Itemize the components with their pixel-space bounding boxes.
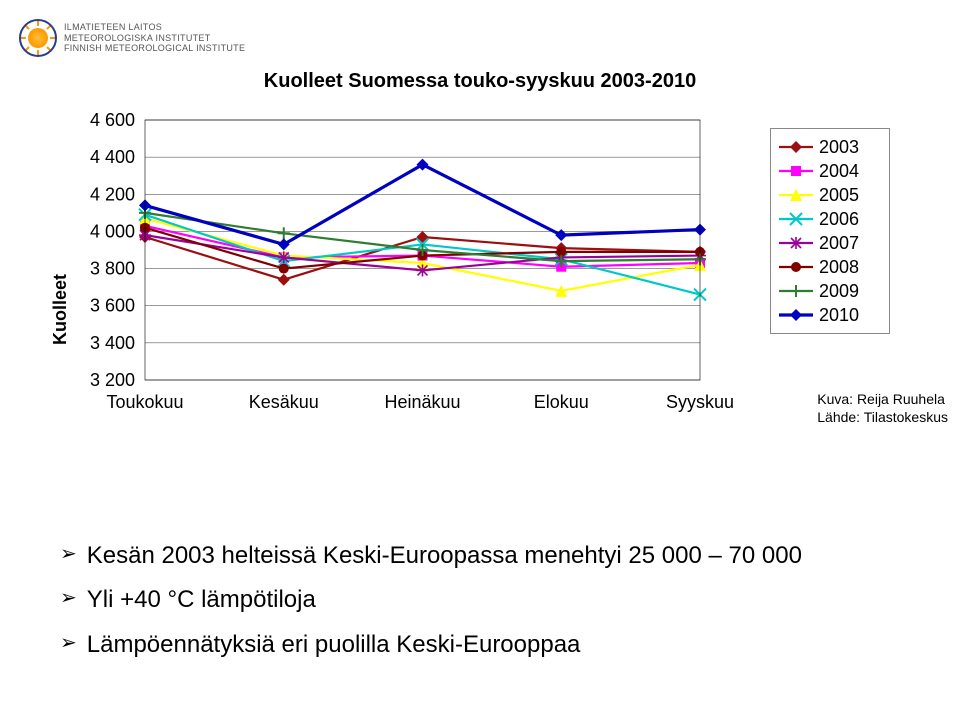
logo-text: ILMATIETEEN LAITOS METEOROLOGISKA INSTIT…	[64, 22, 245, 54]
svg-text:3 200: 3 200	[90, 370, 135, 390]
legend-swatch	[779, 257, 813, 277]
logo-sun-icon	[18, 18, 58, 58]
svg-text:3 600: 3 600	[90, 296, 135, 316]
legend-label: 2008	[819, 257, 859, 278]
bullet-text: Kesän 2003 helteissä Keski-Euroopassa me…	[87, 540, 802, 572]
svg-text:4 600: 4 600	[90, 110, 135, 130]
caption-line2: Lähde: Tilastokeskus	[817, 408, 948, 426]
bullet-item: ➢ Yli +40 °C lämpötiloja	[60, 584, 900, 616]
bullet-text: Lämpöennätyksiä eri puolilla Keski-Euroo…	[87, 629, 581, 661]
logo-text-line2: METEOROLOGISKA INSTITUTET	[64, 33, 245, 44]
legend-label: 2003	[819, 137, 859, 158]
bullet-arrow-icon: ➢	[60, 629, 77, 657]
legend-swatch	[779, 161, 813, 181]
legend-label: 2004	[819, 161, 859, 182]
bullet-arrow-icon: ➢	[60, 540, 77, 568]
svg-text:4 000: 4 000	[90, 221, 135, 241]
bullet-arrow-icon: ➢	[60, 584, 77, 612]
bullet-item: ➢ Lämpöennätyksiä eri puolilla Keski-Euro…	[60, 629, 900, 661]
logo-text-line1: ILMATIETEEN LAITOS	[64, 22, 245, 33]
org-logo: ILMATIETEEN LAITOS METEOROLOGISKA INSTIT…	[18, 18, 245, 58]
svg-text:3 800: 3 800	[90, 259, 135, 279]
legend-label: 2009	[819, 281, 859, 302]
svg-text:Kesäkuu: Kesäkuu	[249, 392, 319, 412]
logo-text-line3: FINNISH METEOROLOGICAL INSTITUTE	[64, 43, 245, 54]
legend-label: 2010	[819, 305, 859, 326]
chart-title: Kuolleet Suomessa touko-syyskuu 2003-201…	[0, 70, 960, 93]
legend-item: 2008	[779, 255, 881, 279]
legend-swatch	[779, 209, 813, 229]
legend-item: 2005	[779, 183, 881, 207]
svg-text:3 400: 3 400	[90, 333, 135, 353]
svg-text:4 400: 4 400	[90, 147, 135, 167]
legend-swatch	[779, 185, 813, 205]
legend-label: 2006	[819, 209, 859, 230]
y-axis-label: Kuolleet	[50, 274, 71, 345]
bullet-item: ➢ Kesän 2003 helteissä Keski-Euroopassa m…	[60, 540, 900, 572]
bullet-list: ➢ Kesän 2003 helteissä Keski-Euroopassa m…	[60, 540, 900, 673]
legend-item: 2010	[779, 303, 881, 327]
legend-item: 2004	[779, 159, 881, 183]
legend-swatch	[779, 281, 813, 301]
svg-text:Heinäkuu: Heinäkuu	[384, 392, 460, 412]
bullet-text: Yli +40 °C lämpötiloja	[87, 584, 316, 616]
chart-svg: 3 200 3 400 3 600 3 800 4 000 4 200 4 400 4 600…	[60, 110, 880, 430]
legend-item: 2007	[779, 231, 881, 255]
svg-text:4 200: 4 200	[90, 184, 135, 204]
legend-swatch	[779, 305, 813, 325]
chart-caption: Kuva: Reija Ruuhela Lähde: Tilastokeskus	[817, 390, 948, 426]
svg-text:Elokuu: Elokuu	[534, 392, 589, 412]
legend-swatch	[779, 233, 813, 253]
legend-label: 2005	[819, 185, 859, 206]
legend-label: 2007	[819, 233, 859, 254]
svg-text:Syyskuu: Syyskuu	[666, 392, 734, 412]
legend-item: 2006	[779, 207, 881, 231]
legend-item: 2003	[779, 135, 881, 159]
legend-item: 2009	[779, 279, 881, 303]
svg-text:Toukokuu: Toukokuu	[106, 392, 183, 412]
chart-container: Kuolleet 3 2003 4003 6003 8004 0004 2004…	[60, 110, 880, 430]
caption-line1: Kuva: Reija Ruuhela	[817, 390, 948, 408]
chart-legend: 2003 2004 2005 2006 2007 2008 2009 2010	[770, 128, 890, 334]
legend-swatch	[779, 137, 813, 157]
